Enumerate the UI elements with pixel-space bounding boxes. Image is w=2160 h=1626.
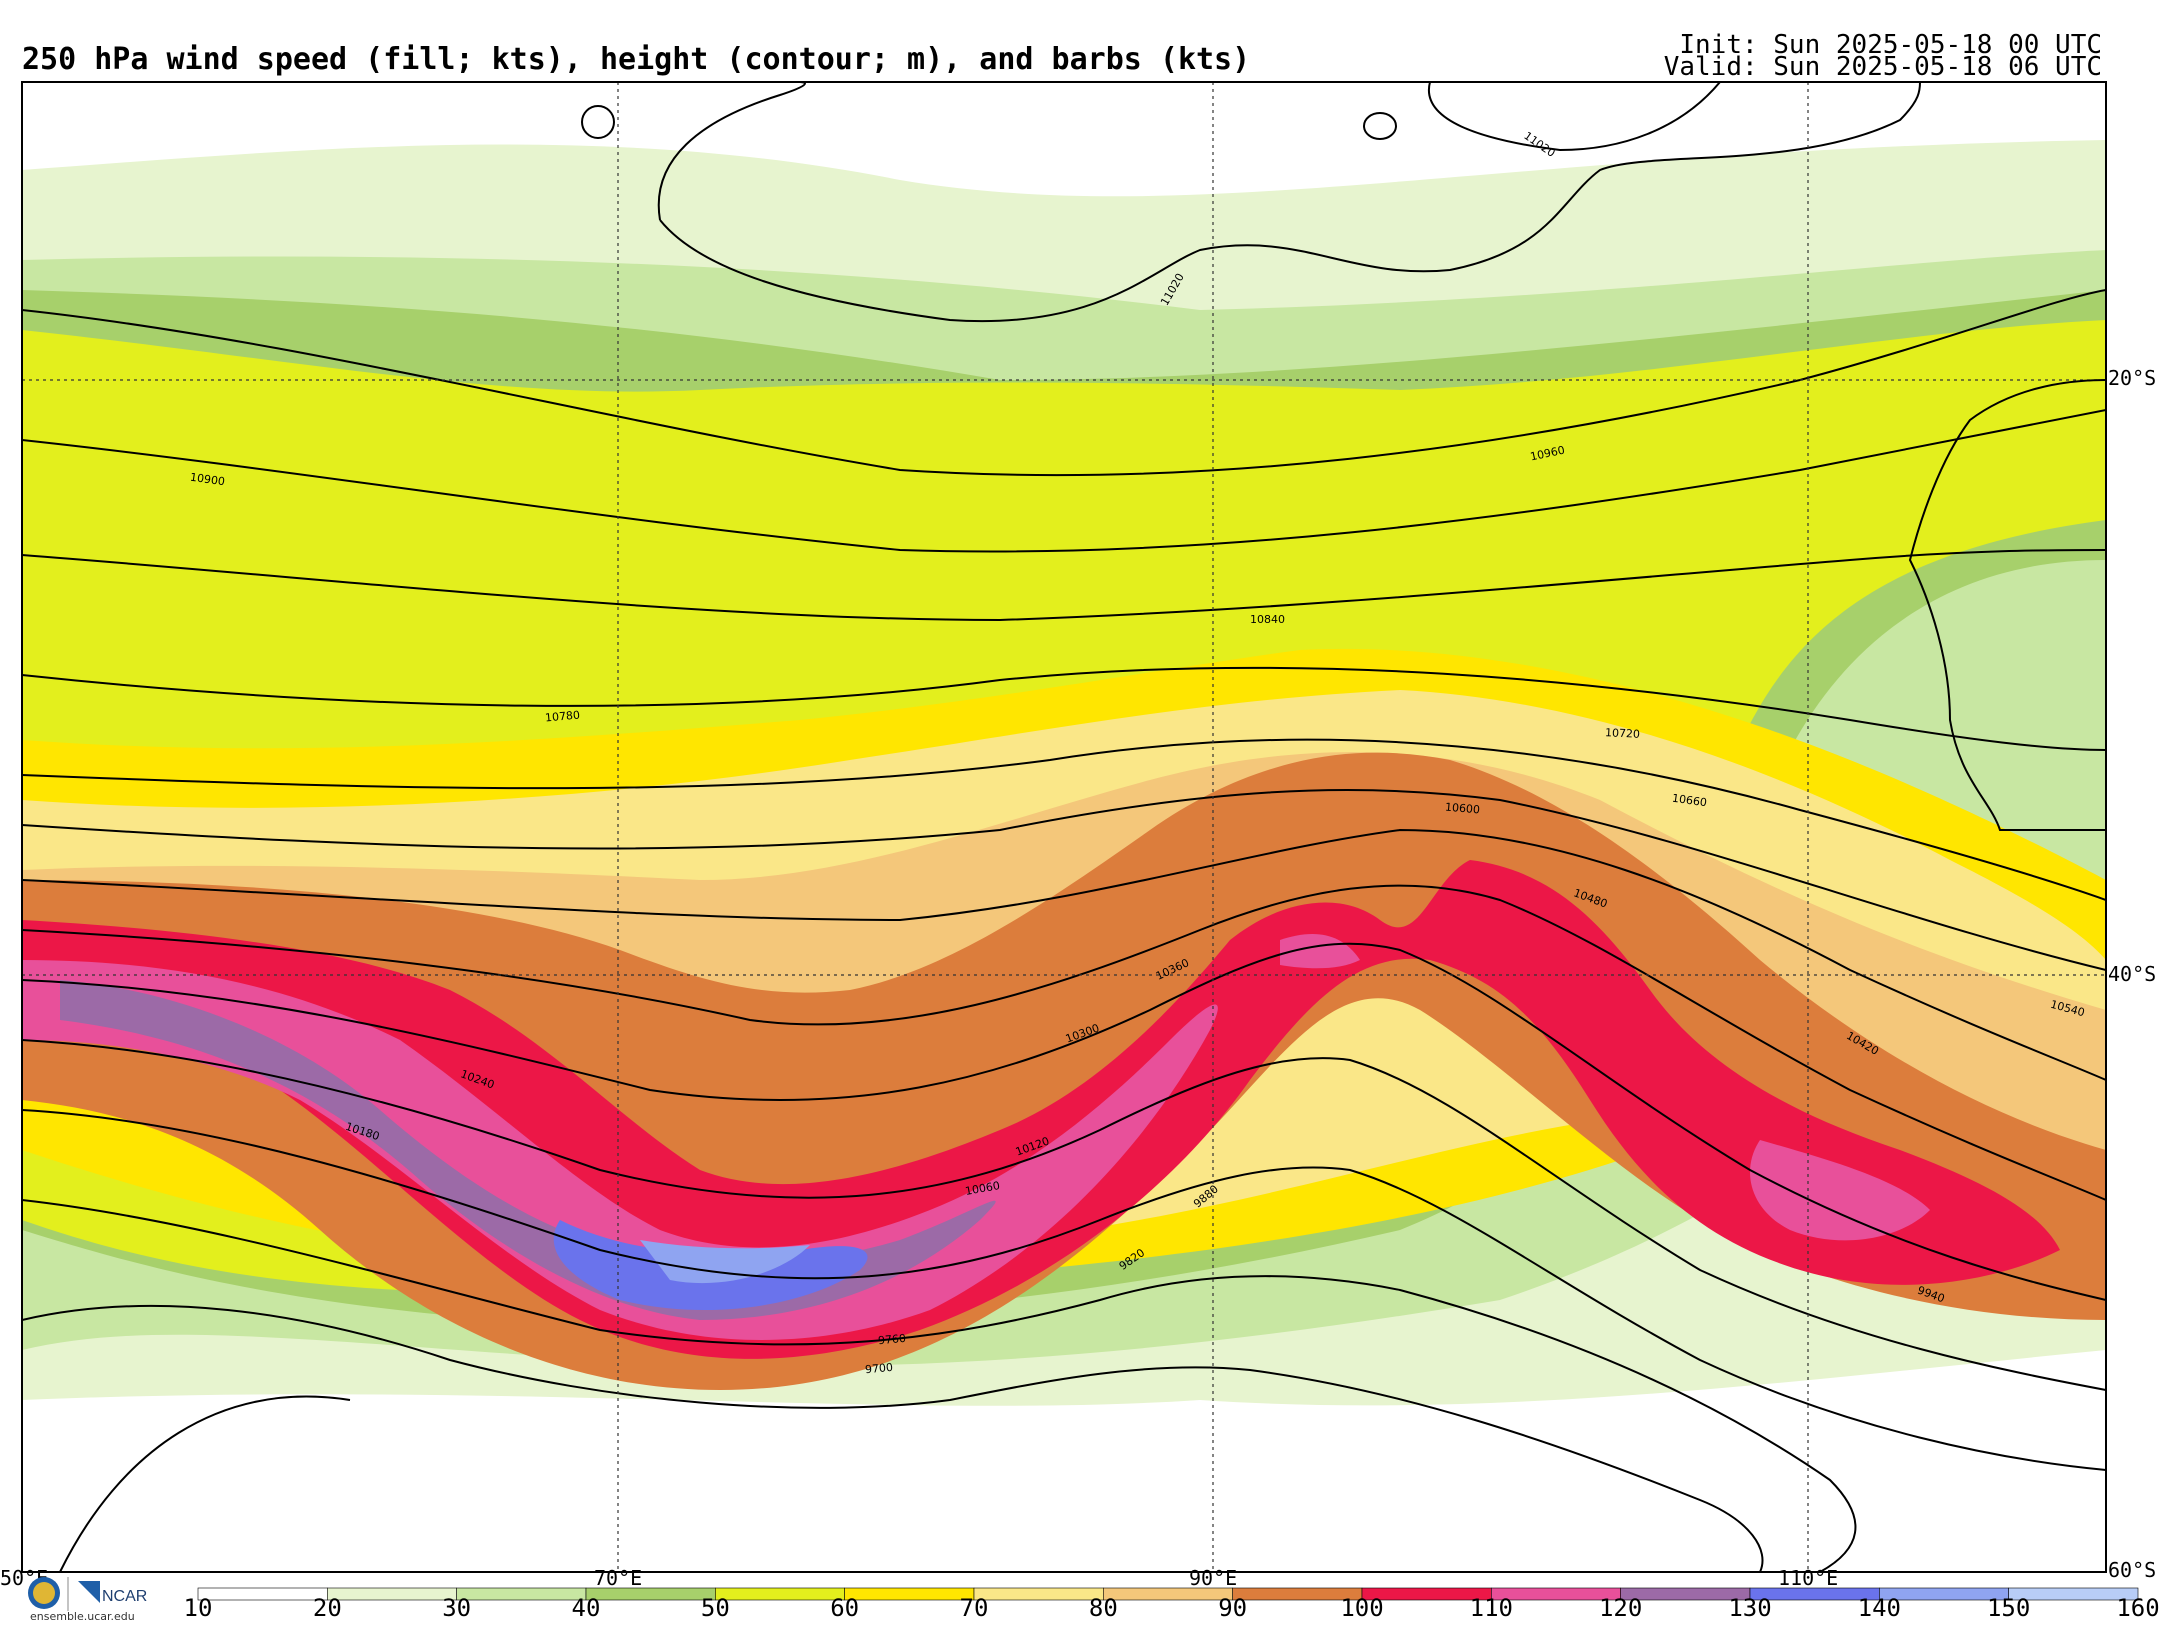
logo-url: ensemble.ucar.edu: [30, 1610, 135, 1623]
colorbar-tick-label: 140: [1857, 1594, 1902, 1622]
lon-label-110e: 110°E: [1778, 1566, 1839, 1590]
contour-label: 9760: [877, 1331, 907, 1348]
colorbar-tick-label: 120: [1598, 1594, 1643, 1622]
colorbar-swatch: [973, 1587, 1104, 1601]
colorbar-tick-label: 70: [959, 1594, 989, 1622]
coastline: [1908, 379, 2107, 831]
colorbar: [197, 1587, 2139, 1601]
colorbar-tick-label: 160: [2116, 1594, 2160, 1622]
svg-text:NCAR: NCAR: [102, 1588, 147, 1605]
colorbar-swatch: [327, 1587, 457, 1601]
init-time: Init: Sun 2025-05-18 00 UTC: [1679, 30, 2102, 60]
valid-time: Valid: Sun 2025-05-18 06 UTC: [1663, 52, 2102, 82]
lon-label-90e: 90°E: [1189, 1566, 1238, 1590]
colorbar-tick-label: 100: [1340, 1594, 1384, 1622]
colorbar-tick-label: 60: [830, 1594, 860, 1622]
colorbar-swatch: [844, 1587, 975, 1601]
colorbar-swatch: [2008, 1587, 2139, 1601]
height-contours: [22, 82, 2106, 1572]
colorbar-tick-label: 10: [183, 1594, 213, 1622]
contour-label: 10840: [1250, 613, 1285, 626]
colorbar-tick-label: 50: [700, 1594, 730, 1622]
graticule: [22, 82, 2106, 1572]
wind-fill: [22, 82, 2106, 1572]
map-title: 250 hPa wind speed (fill; kts), height (…: [22, 42, 1251, 77]
lat-label-40s: 40°S: [2108, 962, 2157, 986]
lat-label-60s: 60°S: [2108, 1558, 2157, 1582]
colorbar-tick-label: 130: [1728, 1594, 1772, 1622]
colorbar-tick-label: 30: [442, 1594, 472, 1622]
colorbar-tick-label: 110: [1469, 1594, 1514, 1622]
ncar-logo-icon: [78, 1581, 100, 1603]
contour-label: 10720: [1604, 726, 1641, 741]
colorbar-tick-label: 80: [1088, 1594, 1118, 1622]
nsf-ncar-logo: NCAR: [28, 1577, 147, 1611]
contour-label: 9700: [864, 1360, 894, 1377]
colorbar-tick-label: 90: [1218, 1594, 1248, 1622]
colorbar-swatch: [197, 1587, 328, 1601]
colorbar-tick-label: 20: [312, 1594, 342, 1622]
lon-label-70e: 70°E: [594, 1566, 643, 1590]
colorbar-swatch: [715, 1587, 845, 1601]
colorbar-tick-label: 150: [1986, 1594, 2031, 1622]
colorbar-swatch: [456, 1587, 587, 1601]
colorbar-tick-label: 40: [571, 1594, 601, 1622]
lat-label-20s: 20°S: [2108, 366, 2157, 390]
map-frame: [21, 81, 2107, 1573]
